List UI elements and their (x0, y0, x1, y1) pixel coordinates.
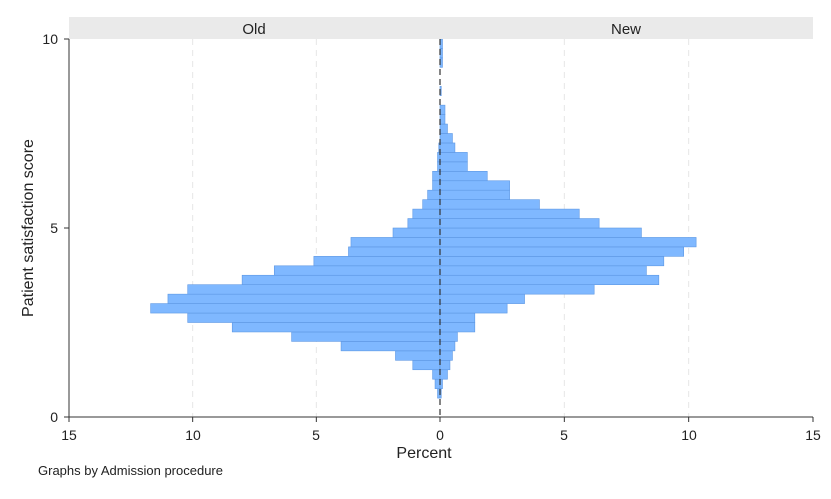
bar-old (231, 322, 441, 333)
bar-old (412, 208, 441, 219)
bar-new (439, 359, 451, 371)
bar-old (187, 284, 441, 295)
bars (150, 38, 697, 399)
bar-new (439, 322, 476, 333)
bar-old (422, 199, 441, 210)
x-tick-label: 5 (560, 427, 568, 443)
bar-new (439, 180, 510, 191)
bar-new (439, 331, 458, 342)
bar-old (395, 350, 441, 361)
bar-old (150, 303, 441, 314)
bar-new (439, 142, 456, 153)
bar-new (439, 161, 468, 172)
bar-new (439, 133, 453, 144)
bar-new (439, 199, 540, 210)
panel-header-new-bg (440, 17, 813, 39)
bar-new (439, 369, 448, 380)
x-tick-label: 15 (61, 427, 77, 443)
bar-old (273, 265, 441, 276)
bar-new (439, 284, 595, 295)
bar-old (187, 312, 441, 323)
bar-old (434, 378, 441, 389)
bar-old (313, 256, 441, 267)
bar-new (439, 123, 448, 134)
axes (64, 38, 814, 422)
x-tick-label: 10 (681, 427, 697, 443)
bar-old (432, 180, 441, 191)
panel-header-old-bg (69, 17, 440, 39)
bar-new (439, 312, 476, 323)
y-tick-label: 0 (50, 409, 58, 425)
bar-new (439, 152, 468, 163)
bar-old (392, 227, 441, 238)
x-tick-label: 10 (185, 427, 201, 443)
tick-labels: 15 10 5 0 5 10 15 0 5 10 (42, 31, 821, 443)
y-tick-label: 10 (42, 31, 58, 47)
bar-old (348, 246, 441, 257)
bar-old (167, 293, 441, 304)
bar-old (412, 359, 441, 371)
bar-new (439, 237, 697, 248)
bar-new (439, 303, 508, 314)
x-axis-title: Percent (396, 445, 452, 462)
panel-headers: Old New (69, 17, 813, 39)
bar-new (439, 256, 665, 267)
bar-new (439, 227, 642, 238)
bar-new (439, 265, 647, 276)
bar-new (439, 218, 600, 229)
bar-old (350, 237, 441, 248)
chart-note: Graphs by Admission procedure (38, 463, 223, 478)
bar-new (439, 341, 456, 352)
x-tick-label: 0 (436, 427, 444, 443)
x-tick-label: 5 (312, 427, 320, 443)
panel-label-old: Old (242, 21, 265, 38)
bar-new (439, 293, 525, 304)
bar-new (439, 171, 488, 182)
bar-new (439, 104, 446, 115)
bar-new (439, 114, 446, 125)
bar-new (439, 246, 684, 257)
bar-old (407, 218, 441, 229)
bar-new (439, 208, 580, 219)
bar-new (439, 274, 660, 285)
bar-old (427, 189, 441, 200)
bar-old (340, 341, 441, 352)
bar-old (241, 274, 441, 285)
bar-old (432, 171, 441, 182)
panel-label-new: New (611, 21, 641, 38)
y-tick-label: 5 (50, 220, 58, 236)
bar-old (291, 331, 441, 342)
bar-new (439, 350, 453, 361)
bar-new (439, 189, 510, 200)
bar-old (432, 369, 441, 380)
y-axis-title: Patient satisfaction score (20, 139, 37, 317)
x-tick-label: 15 (805, 427, 821, 443)
